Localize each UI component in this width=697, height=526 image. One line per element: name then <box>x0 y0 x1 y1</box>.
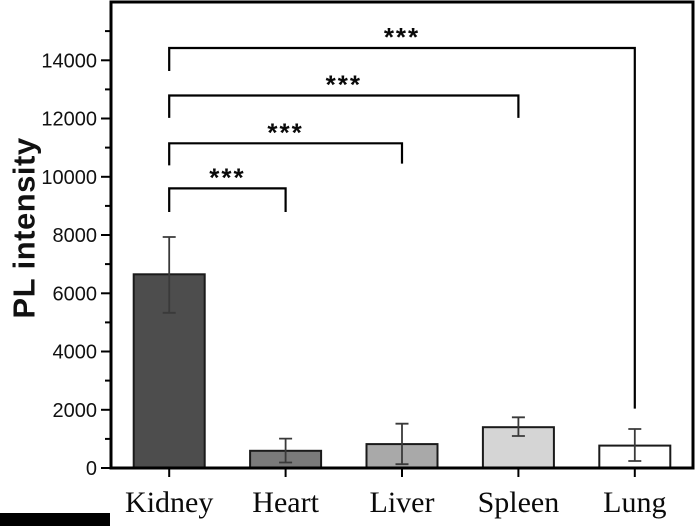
xtick-label-kidney: Kidney <box>125 486 213 519</box>
ytick-label-12000: 12000 <box>41 109 97 131</box>
significance-bracket-kidney-lung <box>168 46 636 409</box>
xtick-label-lung: Lung <box>603 486 666 519</box>
ytick-label-6000: 6000 <box>53 283 98 305</box>
significance-label-kidney-lung: *** <box>384 22 420 52</box>
errorbar-liver <box>395 422 409 466</box>
errorbar-heart <box>279 437 293 464</box>
significance-bracket-kidney-heart <box>168 187 287 212</box>
ytick-label-14000: 14000 <box>41 50 97 72</box>
y-axis-title: PL intensity <box>7 137 42 318</box>
bottom-left-black-bar <box>0 513 110 526</box>
xtick-label-heart: Heart <box>252 486 319 519</box>
plot-layer: 0 2000 4000 6000 8000 10000 12000 14000 Kidney He… <box>41 0 695 519</box>
ytick-label-8000: 8000 <box>53 225 98 247</box>
significance-bracket-kidney-spleen <box>168 94 520 118</box>
ytick-label-4000: 4000 <box>53 342 98 364</box>
errorbar-spleen <box>511 416 525 437</box>
ytick-label-2000: 2000 <box>53 400 98 422</box>
errorbar-lung <box>628 428 642 462</box>
significance-bracket-kidney-liver <box>168 142 404 166</box>
xtick-label-liver: Liver <box>370 486 435 519</box>
errorbar-kidney <box>162 236 176 314</box>
ytick-label-0: 0 <box>86 458 97 480</box>
significance-label-kidney-heart: *** <box>209 162 245 192</box>
plot-border <box>109 0 695 470</box>
significance-label-kidney-liver: *** <box>267 117 303 147</box>
xtick-label-spleen: Spleen <box>478 486 560 519</box>
significance-label-kidney-spleen: *** <box>326 70 362 100</box>
ytick-label-10000: 10000 <box>41 167 97 189</box>
